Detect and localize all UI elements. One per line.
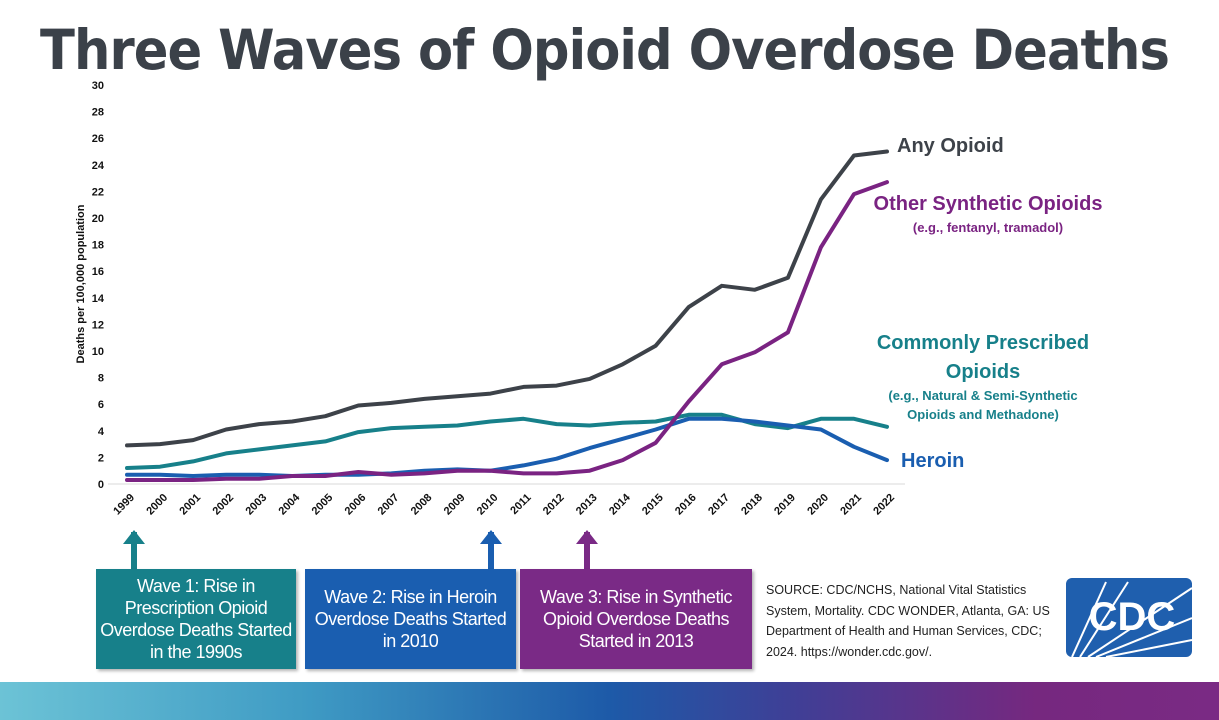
y-tick-label: 10: [92, 346, 104, 358]
series-line-commonly-prescribed-opioids: [125, 412, 889, 470]
y-tick-label: 2: [98, 452, 104, 464]
y-tick-label: 20: [92, 213, 104, 225]
label-synthetic-note: (e.g., fentanyl, tramadol): [913, 220, 1063, 235]
footer-gradient-band: [0, 682, 1219, 720]
y-tick-label: 28: [92, 107, 104, 119]
x-tick-label: 2009: [442, 492, 468, 518]
y-tick-label: 16: [92, 266, 104, 278]
x-tick-label: 2012: [541, 492, 567, 518]
x-tick-label: 2000: [144, 492, 170, 518]
x-tick-label: 2013: [574, 492, 600, 518]
x-tick-label: 2014: [607, 491, 633, 517]
x-tick-label: 2007: [376, 492, 402, 518]
y-tick-label: 24: [92, 160, 105, 172]
label-prescribed-note-2: Opioids and Methadone): [907, 407, 1059, 422]
x-tick-label: 2005: [310, 492, 336, 518]
wave-1-text: Wave 1: Rise in Prescription Opioid Over…: [100, 576, 292, 662]
label-prescribed-note-1: (e.g., Natural & Semi-Synthetic: [888, 388, 1077, 403]
wave-2-text: Wave 2: Rise in Heroin Overdose Deaths S…: [314, 587, 507, 651]
cdc-logo-text: CDC: [1089, 595, 1176, 639]
x-tick-label: 2017: [706, 492, 732, 518]
label-synthetic: Other Synthetic Opioids: [874, 193, 1103, 215]
cdc-logo: CDC: [1066, 578, 1192, 657]
label-heroin: Heroin: [901, 450, 964, 472]
y-tick-label: 6: [98, 399, 104, 411]
y-tick-label: 0: [98, 479, 104, 491]
wave-3-text: Wave 3: Rise in Synthetic Opioid Overdos…: [540, 587, 732, 651]
x-tick-label: 2004: [277, 491, 303, 517]
x-tick-label: 2011: [508, 492, 533, 517]
label-prescribed-2: Opioids: [946, 361, 1020, 383]
wave-2-arrow-icon: [480, 530, 502, 569]
x-tick-label: 2015: [640, 492, 666, 518]
x-tick-label: 2001: [177, 492, 203, 518]
x-tick-label: 2016: [673, 492, 699, 518]
y-axis-label: Deaths per 100,000 population: [75, 204, 87, 363]
series-line-heroin: [125, 416, 889, 478]
x-tick-label: 2022: [871, 492, 897, 518]
x-tick-label: 2003: [243, 492, 269, 518]
y-tick-label: 22: [92, 186, 104, 198]
x-tick-label: 2002: [210, 492, 236, 518]
y-tick-label: 12: [92, 319, 104, 331]
x-tick-label: 2006: [343, 492, 369, 518]
y-tick-label: 26: [92, 133, 104, 145]
y-tick-label: 18: [92, 240, 104, 252]
x-tick-label: 2020: [805, 492, 831, 518]
y-tick-label: 30: [92, 80, 104, 92]
slide-title: Three Waves of Opioid Overdose Deaths: [40, 18, 1170, 82]
wave-1-arrow-icon: [123, 530, 145, 569]
wave-3-box: Wave 3: Rise in Synthetic Opioid Overdos…: [520, 569, 752, 669]
y-tick-label: 4: [98, 426, 105, 438]
label-prescribed-1: Commonly Prescribed: [877, 332, 1089, 354]
x-tick-label: 2021: [838, 492, 864, 518]
wave-2-box: Wave 2: Rise in Heroin Overdose Deaths S…: [305, 569, 516, 669]
y-tick-label: 14: [92, 293, 105, 305]
x-tick-label: 2010: [475, 492, 501, 518]
x-tick-label: 2019: [772, 492, 798, 518]
wave-3-arrow-icon: [576, 530, 598, 569]
x-tick-label: 1999: [111, 492, 137, 518]
wave-1-box: Wave 1: Rise in Prescription Opioid Over…: [96, 569, 296, 669]
label-any-opioid: Any Opioid: [897, 135, 1004, 157]
y-tick-label: 8: [98, 373, 104, 385]
series-line-any-opioid: [125, 149, 889, 448]
series-line-other-synthetic-opioids: [125, 180, 889, 482]
x-tick-label: 2008: [409, 492, 435, 518]
x-tick-label: 2018: [739, 492, 765, 518]
source-citation: SOURCE: CDC/NCHS, National Vital Statist…: [766, 583, 1050, 659]
